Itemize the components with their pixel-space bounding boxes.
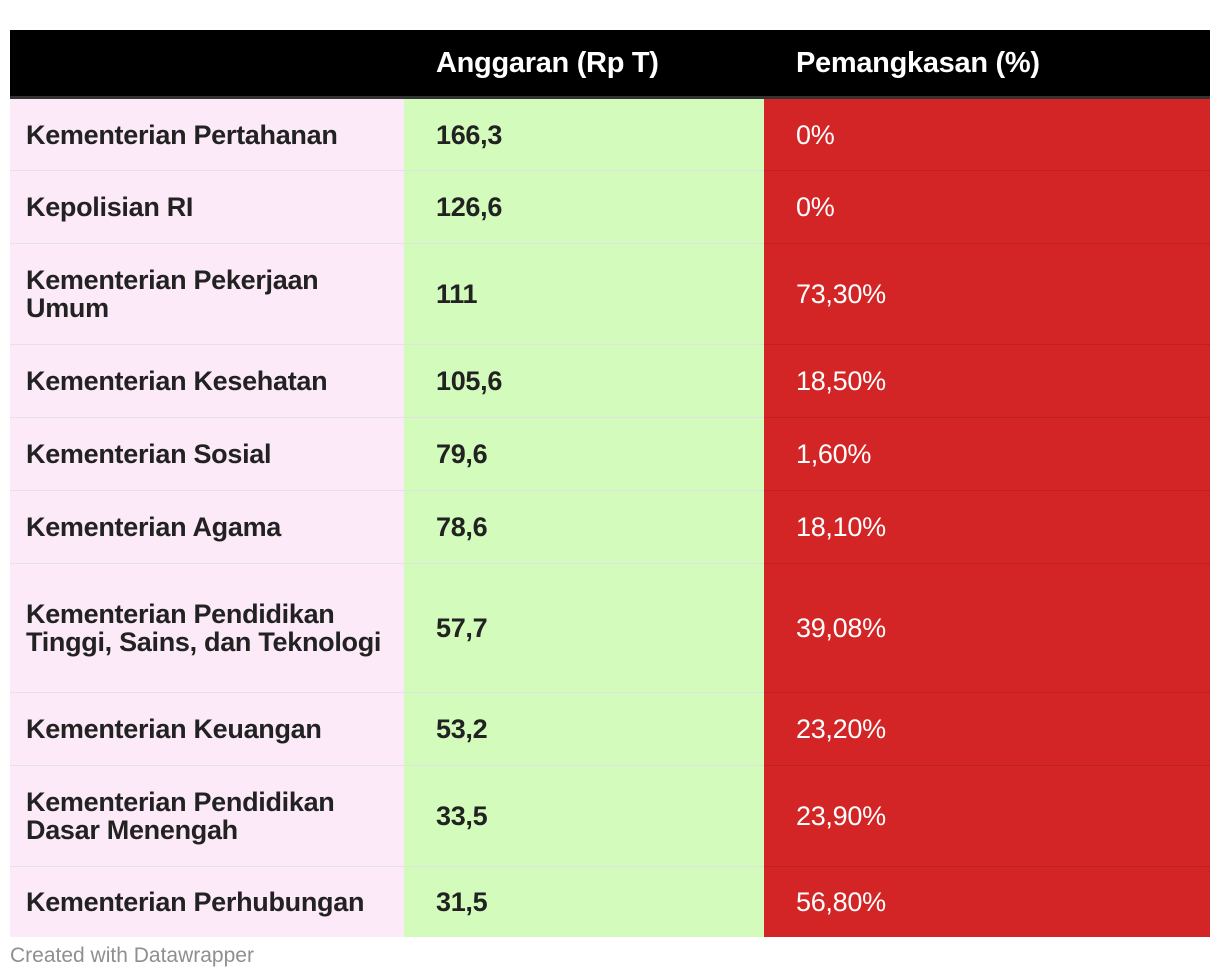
budget-cell: 31,5 xyxy=(404,866,764,937)
budget-cell: 105,6 xyxy=(404,344,764,418)
budget-cell: 33,5 xyxy=(404,765,764,867)
ministry-cell: Kepolisian RI xyxy=(10,170,404,244)
budget-cell: 78,6 xyxy=(404,490,764,564)
ministry-cell: Kementerian Pekerjaan Umum xyxy=(10,243,404,345)
ministry-cell: Kementerian Pendidikan Tinggi, Sains, da… xyxy=(10,563,404,693)
cut-cell: 18,10% xyxy=(764,490,1210,564)
ministry-cell: Kementerian Kesehatan xyxy=(10,344,404,418)
table-row: Kementerian Pertahanan 166,3 0% xyxy=(10,97,1210,171)
ministry-cell: Kementerian Agama xyxy=(10,490,404,564)
cut-cell: 1,60% xyxy=(764,417,1210,491)
budget-cell: 111 xyxy=(404,243,764,345)
header-cut: Pemangkasan (%) xyxy=(764,30,1210,99)
budget-cell: 166,3 xyxy=(404,97,764,171)
ministry-cell: Kementerian Pendidikan Dasar Menengah xyxy=(10,765,404,867)
table-header-row: Anggaran (Rp T) Pemangkasan (%) xyxy=(10,30,1210,99)
cut-cell: 39,08% xyxy=(764,563,1210,693)
table-row: Kementerian Pendidikan Dasar Menengah 33… xyxy=(10,765,1210,867)
ministry-cell: Kementerian Pertahanan xyxy=(10,97,404,171)
table-row: Kementerian Perhubungan 31,5 56,80% xyxy=(10,866,1210,937)
budget-cell: 79,6 xyxy=(404,417,764,491)
table-row: Kepolisian RI 126,6 0% xyxy=(10,170,1210,244)
table-row: Kementerian Pendidikan Tinggi, Sains, da… xyxy=(10,563,1210,693)
table-row: Kementerian Kesehatan 105,6 18,50% xyxy=(10,344,1210,418)
cut-cell: 73,30% xyxy=(764,243,1210,345)
table-row: Kementerian Agama 78,6 18,10% xyxy=(10,490,1210,564)
ministry-cell: Kementerian Perhubungan xyxy=(10,866,404,937)
cut-cell: 23,90% xyxy=(764,765,1210,867)
cut-cell: 56,80% xyxy=(764,866,1210,937)
header-budget: Anggaran (Rp T) xyxy=(404,30,764,99)
ministry-cell: Kementerian Sosial xyxy=(10,417,404,491)
budget-cell: 53,2 xyxy=(404,692,764,766)
cut-cell: 23,20% xyxy=(764,692,1210,766)
table-row: Kementerian Sosial 79,6 1,60% xyxy=(10,417,1210,491)
table-row: Kementerian Pekerjaan Umum 111 73,30% xyxy=(10,243,1210,345)
cut-cell: 0% xyxy=(764,97,1210,171)
cut-cell: 0% xyxy=(764,170,1210,244)
budget-cell: 126,6 xyxy=(404,170,764,244)
header-ministry xyxy=(10,30,404,99)
datawrapper-credit[interactable]: Created with Datawrapper xyxy=(10,944,254,967)
cut-cell: 18,50% xyxy=(764,344,1210,418)
budget-table: Anggaran (Rp T) Pemangkasan (%) Kementer… xyxy=(10,30,1210,937)
table-row: Kementerian Keuangan 53,2 23,20% xyxy=(10,692,1210,766)
budget-cell: 57,7 xyxy=(404,563,764,693)
ministry-cell: Kementerian Keuangan xyxy=(10,692,404,766)
